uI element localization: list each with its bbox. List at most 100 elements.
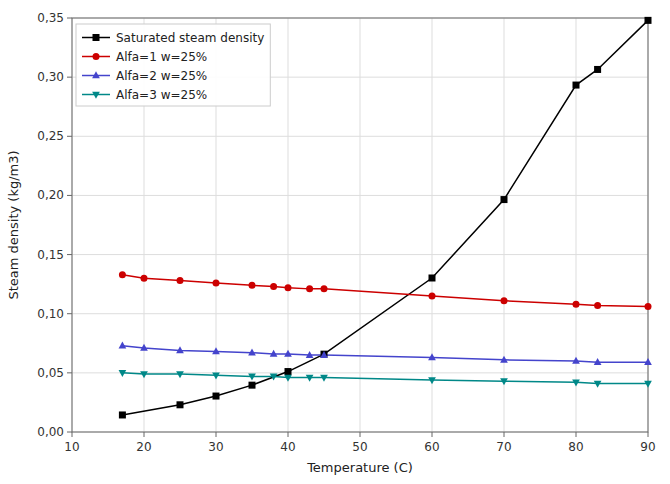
point — [285, 368, 292, 375]
point — [306, 351, 314, 358]
legend: Saturated steam density Alfa=1 w=25% Alfa=… — [76, 24, 270, 106]
point — [644, 381, 652, 388]
legend-marker — [93, 53, 100, 60]
series-line — [122, 275, 648, 307]
point — [212, 347, 220, 354]
point — [306, 285, 313, 292]
tick-label: 0,35 — [37, 11, 64, 25]
point — [119, 341, 127, 348]
tick-label: 40 — [280, 440, 295, 454]
tick — [648, 432, 649, 437]
point — [500, 378, 508, 385]
tick-label: 0,15 — [37, 248, 64, 262]
point — [428, 353, 436, 360]
plot-frame — [72, 18, 648, 432]
point — [501, 196, 508, 203]
legend-label: Alfa=3 w=25% — [116, 88, 207, 102]
point — [572, 357, 580, 364]
tick-label: 0,20 — [37, 188, 64, 202]
tick — [67, 372, 72, 373]
legend-item: Alfa=2 w=25% — [82, 69, 207, 83]
y-axis-label: Steam density (kg/m3) — [6, 150, 21, 299]
point — [270, 350, 278, 357]
legend-item: Alfa=3 w=25% — [82, 88, 207, 102]
tick — [67, 136, 72, 137]
tick-label: 0,30 — [37, 70, 64, 84]
point — [500, 356, 508, 363]
series-line — [122, 373, 648, 384]
grid-line — [576, 18, 577, 432]
legend-marker — [92, 92, 100, 99]
point — [176, 346, 184, 353]
tick-label: 0,00 — [37, 425, 64, 439]
point — [249, 282, 256, 289]
tick — [432, 432, 433, 437]
tick — [67, 432, 72, 433]
point — [212, 372, 220, 379]
grid-line — [72, 254, 648, 255]
grid-line — [504, 18, 505, 432]
tick — [67, 77, 72, 78]
tick-label: 60 — [424, 440, 439, 454]
tick-label: 50 — [352, 440, 367, 454]
tick-label: 90 — [640, 440, 655, 454]
point — [429, 292, 436, 299]
point — [573, 82, 580, 89]
point — [119, 370, 127, 377]
tick — [67, 195, 72, 196]
point — [140, 344, 148, 351]
grid-line — [72, 372, 648, 373]
tick-label: 0,25 — [37, 129, 64, 143]
axes: 10 20 30 40 50 60 70 80 90 0,00 0,05 0,10 0,15 0,20 0,… — [37, 11, 655, 454]
legend-label: Saturated steam density — [116, 31, 264, 45]
tick — [67, 313, 72, 314]
tick-label: 0,05 — [37, 366, 64, 380]
point — [321, 351, 328, 358]
point — [594, 381, 602, 388]
point — [306, 375, 314, 382]
grid-line — [432, 18, 433, 432]
tick-label: 20 — [136, 440, 151, 454]
legend-marker — [92, 71, 100, 78]
point — [572, 380, 580, 387]
legend-box — [76, 24, 270, 106]
point — [594, 358, 602, 365]
point — [140, 371, 148, 378]
point — [270, 283, 277, 290]
point — [213, 393, 220, 400]
tick — [504, 432, 505, 437]
point — [177, 401, 184, 408]
tick-label: 0,10 — [37, 307, 64, 321]
point — [141, 275, 148, 282]
grid-line — [360, 18, 361, 432]
legend-marker — [93, 34, 100, 41]
point — [428, 377, 436, 384]
point — [573, 301, 580, 308]
point — [321, 285, 328, 292]
point — [284, 375, 292, 382]
point — [285, 284, 292, 291]
tick-label: 10 — [64, 440, 79, 454]
tick — [144, 432, 145, 437]
point — [594, 302, 601, 309]
tick — [576, 432, 577, 437]
grid — [72, 18, 648, 432]
legend-item: Saturated steam density — [82, 31, 264, 45]
tick-label: 70 — [496, 440, 511, 454]
grid-line — [72, 313, 648, 314]
point — [429, 274, 436, 281]
x-axis-label: Temperature (C) — [306, 460, 413, 475]
point — [644, 358, 652, 365]
chart: 10 20 30 40 50 60 70 80 90 0,00 0,05 0,10 0,15 0,20 0,… — [0, 0, 670, 484]
point — [119, 271, 126, 278]
grid-line — [72, 195, 648, 196]
point — [284, 350, 292, 357]
legend-label: Alfa=2 w=25% — [116, 69, 207, 83]
tick — [216, 432, 217, 437]
tick — [72, 432, 73, 437]
tick — [360, 432, 361, 437]
legend-label: Alfa=1 w=25% — [116, 50, 207, 64]
tick-label: 30 — [208, 440, 223, 454]
point — [119, 411, 126, 418]
tick-label: 80 — [568, 440, 583, 454]
